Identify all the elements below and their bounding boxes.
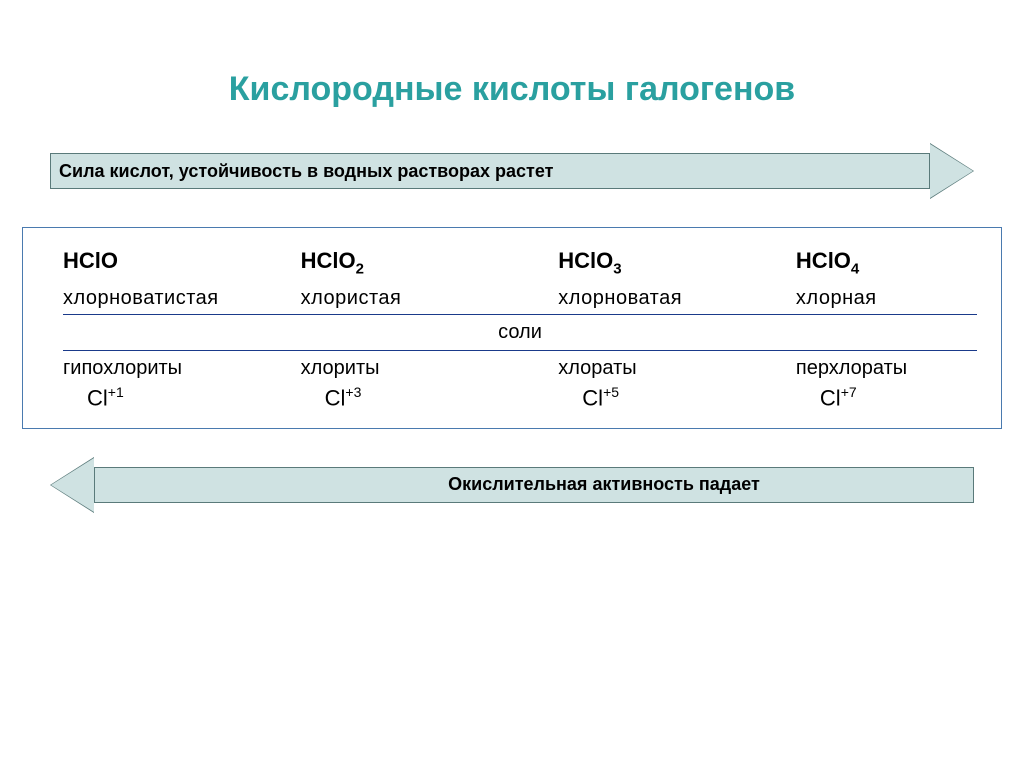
oxidation-2: Cl+3 <box>301 384 539 411</box>
chemistry-box: HClO хлорноватистая HClO2 хлористая HClO… <box>22 227 1002 429</box>
bottom-arrow-head <box>51 458 94 512</box>
salt-name-2: хлориты <box>301 357 539 380</box>
salts-label: соли <box>63 314 977 351</box>
arrow-right: Сила кислот, устойчивость в водных раств… <box>50 143 974 199</box>
formula-4: HClO4 <box>796 248 977 277</box>
oxidation-4: Cl+7 <box>796 384 977 411</box>
acid-name-3: хлорноватая <box>558 287 796 310</box>
top-arrow-text: Сила кислот, устойчивость в водных раств… <box>59 161 553 182</box>
salts-row: гипохлориты хлориты хлораты перхлораты <box>63 357 977 380</box>
acid-name-2: хлористая <box>301 287 539 310</box>
bottom-arrow-container: Окислительная активность падает <box>50 457 974 513</box>
page-title: Кислородные кислоты галогенов <box>0 0 1024 139</box>
formula-col-3: HClO3 хлорноватая <box>538 248 796 310</box>
oxidation-row: Cl+1 Cl+3 Cl+5 Cl+7 <box>63 384 977 411</box>
formula-3: HClO3 <box>558 248 796 277</box>
salt-name-4: перхлораты <box>796 357 977 380</box>
formula-col-1: HClO хлорноватистая <box>63 248 301 310</box>
salt-name-3: хлораты <box>538 357 796 380</box>
top-arrow-head <box>930 144 973 198</box>
arrow-left: Окислительная активность падает <box>50 457 974 513</box>
formula-col-2: HClO2 хлористая <box>301 248 539 310</box>
bottom-arrow-text: Окислительная активность падает <box>448 474 760 495</box>
bottom-arrow-shaft: Окислительная активность падает <box>94 467 974 503</box>
formula-col-4: HClO4 хлорная <box>796 248 977 310</box>
acid-name-4: хлорная <box>796 287 977 310</box>
oxidation-3: Cl+5 <box>558 384 796 411</box>
salt-name-1: гипохлориты <box>63 357 301 380</box>
formula-1: HClO <box>63 248 301 277</box>
acid-name-1: хлорноватистая <box>63 287 301 310</box>
oxidation-1: Cl+1 <box>63 384 301 411</box>
top-arrow-container: Сила кислот, устойчивость в водных раств… <box>50 143 974 199</box>
top-arrow-shaft: Сила кислот, устойчивость в водных раств… <box>50 153 930 189</box>
formula-row: HClO хлорноватистая HClO2 хлористая HClO… <box>63 248 977 310</box>
formula-2: HClO2 <box>301 248 539 277</box>
